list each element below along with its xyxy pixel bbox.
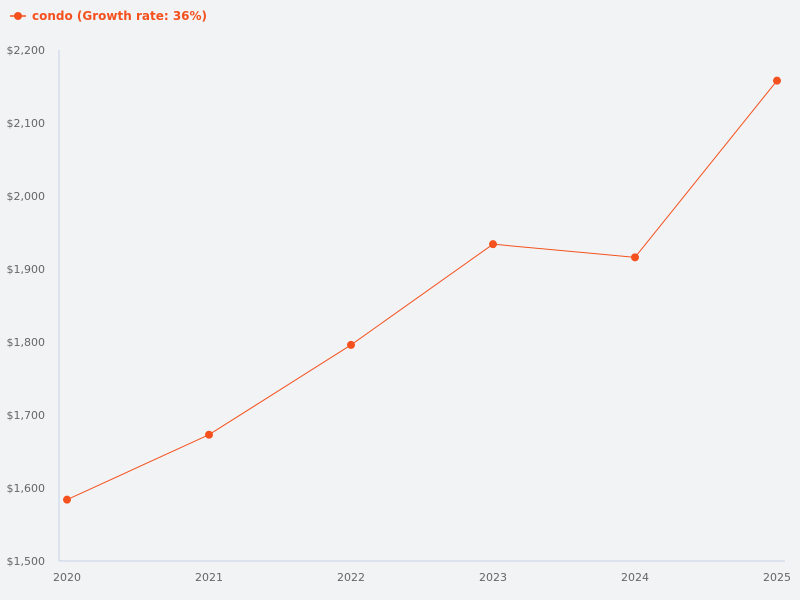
series-condo — [63, 76, 781, 504]
x-tick-label: 2020 — [53, 571, 81, 584]
legend-marker-icon — [10, 12, 26, 20]
y-tick-label: $2,000 — [7, 190, 46, 203]
series-line — [66, 80, 778, 501]
y-tick-label: $1,700 — [7, 409, 46, 422]
legend[interactable]: condo (Growth rate: 36%) — [10, 9, 207, 23]
y-tick-label: $2,200 — [7, 44, 46, 57]
legend-label: condo (Growth rate: 36%) — [32, 9, 208, 23]
data-point[interactable] — [63, 495, 71, 504]
x-tick-label: 2025 — [763, 571, 791, 584]
x-tick-label: 2021 — [195, 571, 223, 584]
x-tick-label: 2024 — [621, 571, 649, 584]
data-point[interactable] — [631, 253, 639, 262]
x-axis: 2020 2021 2022 2023 2024 2025 — [53, 560, 791, 584]
y-tick-label: $1,900 — [7, 263, 46, 276]
data-point[interactable] — [773, 76, 781, 85]
y-axis: $1,500 $1,600 $1,700 $1,800 $1,900 $2,000 $2,1… — [7, 44, 60, 568]
x-tick-label: 2022 — [337, 571, 365, 584]
x-tick-label: 2023 — [479, 571, 507, 584]
data-point[interactable] — [347, 340, 355, 349]
y-tick-label: $1,600 — [7, 482, 46, 495]
y-tick-label: $2,100 — [7, 117, 46, 130]
y-tick-label: $1,500 — [7, 555, 46, 568]
data-point[interactable] — [205, 430, 213, 439]
data-point[interactable] — [489, 240, 497, 249]
y-tick-label: $1,800 — [7, 336, 46, 349]
